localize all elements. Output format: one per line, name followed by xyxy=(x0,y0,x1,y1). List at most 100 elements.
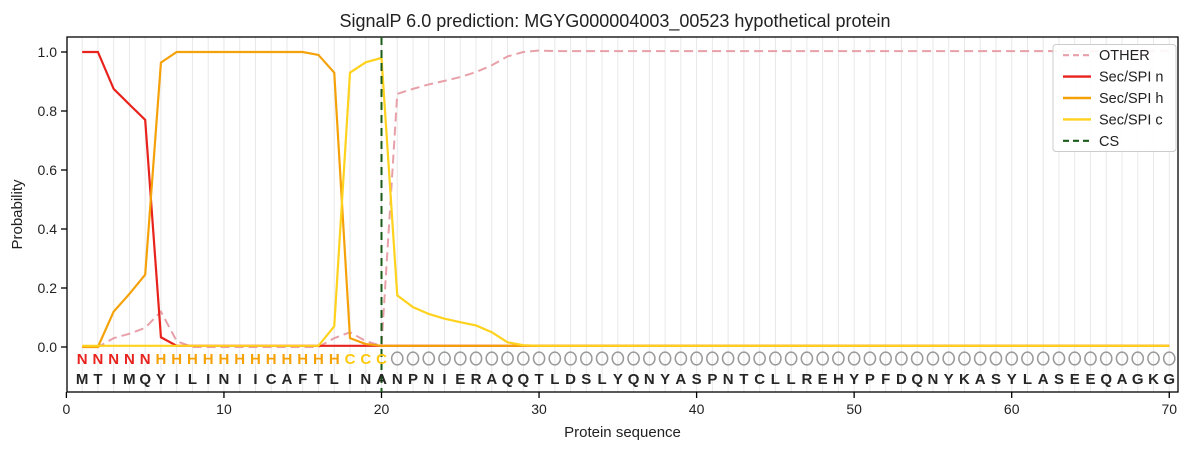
svg-text:G: G xyxy=(1132,371,1144,388)
svg-text:E: E xyxy=(1070,371,1080,388)
svg-text:H: H xyxy=(266,351,277,368)
svg-text:Y: Y xyxy=(1007,371,1017,388)
svg-text:L: L xyxy=(597,371,606,388)
svg-text:T: T xyxy=(534,371,543,388)
svg-text:I: I xyxy=(348,371,352,388)
svg-text:Sec/SPI h: Sec/SPI h xyxy=(1099,91,1163,107)
svg-text:N: N xyxy=(124,351,135,368)
svg-text:Q: Q xyxy=(502,371,514,388)
svg-text:I: I xyxy=(238,371,242,388)
svg-text:0.0: 0.0 xyxy=(38,339,58,355)
svg-text:I: I xyxy=(253,371,257,388)
svg-text:I: I xyxy=(175,371,179,388)
svg-text:N: N xyxy=(219,371,230,388)
svg-text:Y: Y xyxy=(944,371,954,388)
svg-text:L: L xyxy=(330,371,339,388)
svg-text:A: A xyxy=(675,371,686,388)
svg-text:20: 20 xyxy=(374,401,390,417)
svg-text:Sec/SPI c: Sec/SPI c xyxy=(1099,112,1163,128)
svg-text:F: F xyxy=(881,371,890,388)
svg-text:Sec/SPI n: Sec/SPI n xyxy=(1099,70,1163,86)
svg-text:H: H xyxy=(250,351,261,368)
svg-text:A: A xyxy=(1117,371,1128,388)
svg-text:30: 30 xyxy=(531,401,547,417)
svg-text:N: N xyxy=(644,371,655,388)
svg-text:N: N xyxy=(928,371,939,388)
svg-text:F: F xyxy=(298,371,307,388)
svg-text:A: A xyxy=(1038,371,1049,388)
svg-text:I: I xyxy=(206,371,210,388)
svg-text:K: K xyxy=(959,371,970,388)
svg-text:S: S xyxy=(991,371,1001,388)
svg-text:T: T xyxy=(739,371,748,388)
svg-text:A: A xyxy=(975,371,986,388)
svg-text:Protein sequence: Protein sequence xyxy=(564,424,681,441)
svg-text:Y: Y xyxy=(849,371,859,388)
svg-text:M: M xyxy=(76,371,89,388)
svg-text:N: N xyxy=(360,371,371,388)
svg-text:N: N xyxy=(77,351,88,368)
svg-text:1.0: 1.0 xyxy=(38,44,58,60)
svg-text:P: P xyxy=(408,371,418,388)
svg-text:N: N xyxy=(392,371,403,388)
svg-text:E: E xyxy=(1085,371,1095,388)
svg-text:H: H xyxy=(203,351,214,368)
svg-text:I: I xyxy=(112,371,116,388)
svg-text:P: P xyxy=(865,371,875,388)
svg-text:0.4: 0.4 xyxy=(38,221,58,237)
svg-text:H: H xyxy=(297,351,308,368)
svg-text:M: M xyxy=(123,371,136,388)
svg-text:Q: Q xyxy=(517,371,529,388)
svg-text:C: C xyxy=(360,351,371,368)
svg-text:SignalP 6.0 prediction: MGYG00: SignalP 6.0 prediction: MGYG000004003_00… xyxy=(339,11,890,32)
svg-text:N: N xyxy=(423,371,434,388)
svg-text:N: N xyxy=(92,351,103,368)
svg-text:H: H xyxy=(234,351,245,368)
svg-text:T: T xyxy=(314,371,323,388)
svg-text:S: S xyxy=(581,371,591,388)
svg-text:L: L xyxy=(188,371,197,388)
svg-text:H: H xyxy=(171,351,182,368)
svg-text:S: S xyxy=(1054,371,1064,388)
svg-text:H: H xyxy=(282,351,293,368)
svg-text:C: C xyxy=(376,351,387,368)
svg-text:I: I xyxy=(442,371,446,388)
svg-text:70: 70 xyxy=(1161,401,1177,417)
svg-text:H: H xyxy=(219,351,230,368)
svg-text:0.2: 0.2 xyxy=(38,280,58,296)
svg-text:0.6: 0.6 xyxy=(38,162,58,178)
svg-text:H: H xyxy=(833,371,844,388)
svg-text:R: R xyxy=(471,371,482,388)
svg-text:A: A xyxy=(282,371,293,388)
svg-text:E: E xyxy=(818,371,828,388)
svg-text:N: N xyxy=(723,371,734,388)
svg-text:0.8: 0.8 xyxy=(38,103,58,119)
svg-text:N: N xyxy=(140,351,151,368)
svg-text:Q: Q xyxy=(911,371,923,388)
svg-text:CS: CS xyxy=(1099,134,1119,150)
svg-text:H: H xyxy=(156,351,167,368)
svg-text:Q: Q xyxy=(1100,371,1112,388)
svg-text:T: T xyxy=(93,371,102,388)
svg-text:E: E xyxy=(455,371,465,388)
svg-text:H: H xyxy=(313,351,324,368)
svg-text:H: H xyxy=(329,351,340,368)
svg-text:Y: Y xyxy=(660,371,670,388)
svg-text:Y: Y xyxy=(613,371,623,388)
svg-text:60: 60 xyxy=(1004,401,1020,417)
svg-text:C: C xyxy=(754,371,765,388)
svg-text:D: D xyxy=(565,371,576,388)
svg-text:50: 50 xyxy=(846,401,862,417)
svg-text:G: G xyxy=(1163,371,1175,388)
svg-text:Probability: Probability xyxy=(9,179,26,250)
svg-text:D: D xyxy=(896,371,907,388)
svg-text:Y: Y xyxy=(156,371,166,388)
svg-text:L: L xyxy=(771,371,780,388)
svg-text:OTHER: OTHER xyxy=(1099,48,1150,64)
svg-text:L: L xyxy=(550,371,559,388)
svg-text:C: C xyxy=(345,351,356,368)
svg-text:K: K xyxy=(1148,371,1159,388)
svg-text:R: R xyxy=(801,371,812,388)
svg-text:Q: Q xyxy=(628,371,640,388)
svg-text:10: 10 xyxy=(216,401,232,417)
